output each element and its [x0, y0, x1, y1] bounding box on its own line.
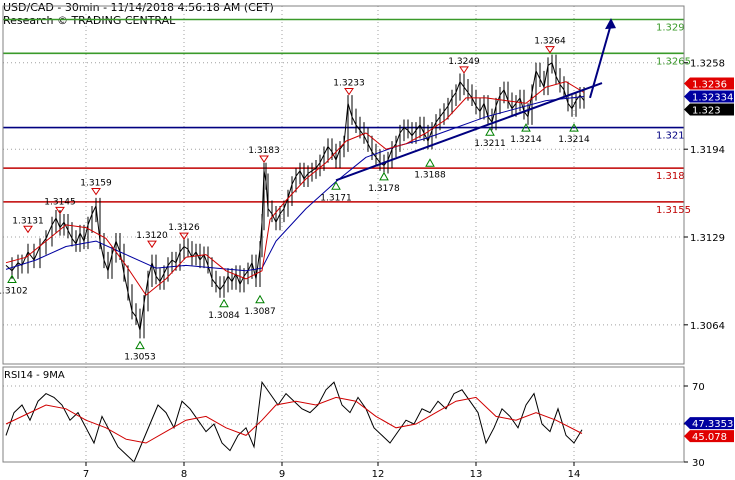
high-label: 1.3264 — [534, 37, 566, 47]
low-label: 1.3178 — [368, 184, 400, 194]
high-marker — [55, 206, 65, 215]
low-label: 1.3171 — [320, 193, 352, 203]
level-label: 1.3265 — [656, 56, 691, 67]
time-tick-label: 14 — [568, 469, 581, 480]
rsi-tag-label: 45.078 — [692, 432, 727, 443]
high-marker — [259, 155, 269, 163]
level-label: 1.3155 — [656, 205, 691, 216]
time-tick-label: 8 — [181, 469, 187, 480]
low-label: 1.3084 — [208, 311, 240, 321]
low-marker — [379, 171, 389, 181]
price-tick-label: 1.3064 — [690, 321, 725, 332]
level-label: 1.329 — [656, 23, 685, 34]
high-marker — [91, 187, 101, 196]
high-label: 1.3249 — [448, 57, 480, 67]
ma-fast-line — [5, 81, 585, 296]
time-tick-label: 7 — [83, 469, 89, 480]
low-label: 1.3214 — [510, 135, 542, 145]
price-tag-label: 1.323 — [692, 106, 721, 117]
high-label: 1.3183 — [248, 146, 280, 156]
high-label: 1.3159 — [80, 178, 112, 188]
trendline — [335, 82, 603, 182]
price-close-line — [5, 62, 585, 331]
time-tick-label: 13 — [470, 469, 483, 480]
price-panel-frame — [2, 5, 685, 365]
ma-slow-line — [5, 96, 585, 272]
price-tick-label: 1.3129 — [690, 233, 725, 244]
high-label: 1.3120 — [136, 231, 168, 241]
low-marker — [521, 123, 531, 132]
low-label: 1.3211 — [474, 139, 506, 149]
price-tag — [684, 103, 734, 116]
price-tag — [684, 77, 734, 90]
low-marker — [569, 123, 579, 132]
low-label: 1.3102 — [0, 286, 28, 296]
high-marker — [179, 232, 189, 240]
low-marker — [331, 181, 341, 190]
high-marker — [147, 240, 157, 249]
rsi-panel-frame — [2, 366, 685, 463]
high-marker — [344, 88, 354, 96]
high-label: 1.3233 — [333, 79, 365, 89]
low-label: 1.3188 — [414, 170, 446, 180]
price-tag-label: 1.32334 — [692, 93, 733, 104]
high-label: 1.3131 — [12, 216, 44, 226]
rsi-title: RSI14 - 9MA — [4, 370, 65, 381]
low-marker — [7, 274, 17, 283]
low-label: 1.3214 — [558, 135, 590, 145]
forecast-arrow-shaft — [589, 23, 612, 99]
rsi-tag — [684, 417, 734, 430]
high-label: 1.3145 — [44, 197, 76, 207]
low-marker — [485, 127, 495, 136]
level-label: 1.318 — [656, 171, 685, 182]
high-marker — [545, 46, 555, 54]
rsi-tick-label: 70 — [692, 382, 705, 393]
low-marker — [255, 294, 265, 304]
chart-subtitle: Research © TRADING CENTRAL — [3, 14, 176, 27]
rsi-tag-label: 47.3353 — [692, 419, 733, 430]
rsi-tick-label: 30 — [692, 458, 705, 469]
high-marker — [459, 66, 469, 74]
low-marker — [425, 158, 435, 167]
level-label: 1.321 — [656, 131, 685, 142]
high-marker — [23, 225, 33, 234]
price-tag — [684, 90, 734, 103]
low-marker — [135, 340, 145, 350]
time-tick-label: 12 — [372, 469, 385, 480]
forecast-arrow-head — [605, 18, 616, 30]
high-label: 1.3126 — [168, 223, 200, 233]
low-marker — [219, 298, 229, 308]
rsi-tag — [684, 430, 734, 443]
time-tick-label: 9 — [279, 469, 285, 480]
price-tag-label: 1.3236 — [692, 80, 727, 91]
chart-title: USD/CAD - 30min - 11/14/2018 4:56:18 AM … — [3, 1, 274, 14]
price-tick-label: 1.3258 — [690, 59, 725, 70]
rsi-ma-line — [5, 396, 583, 444]
price-tick-label: 1.3194 — [690, 145, 725, 156]
low-label: 1.3087 — [244, 307, 276, 317]
low-label: 1.3053 — [124, 353, 156, 363]
